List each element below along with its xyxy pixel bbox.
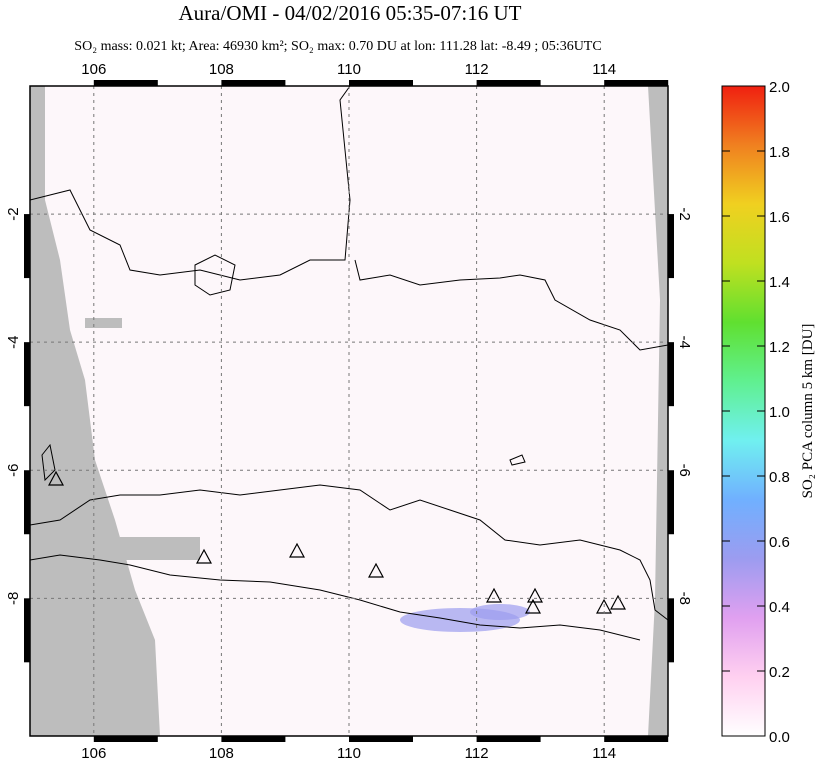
frame-bar bbox=[24, 470, 30, 535]
colorbar-tick-label: 0.6 bbox=[769, 534, 790, 551]
y-tick-label: -8 bbox=[676, 592, 693, 605]
x-tick-label: 110 bbox=[337, 745, 361, 759]
coastline bbox=[30, 86, 668, 351]
frame-bar bbox=[476, 736, 541, 742]
colorbar-tick-label: 1.2 bbox=[769, 339, 790, 356]
frame-bar bbox=[24, 598, 30, 663]
y-tick-label: -4 bbox=[5, 335, 22, 348]
colorbar-tick-label: 2.0 bbox=[769, 79, 790, 96]
colorbar-tick-label: 0.0 bbox=[769, 729, 790, 746]
frame-bar bbox=[24, 342, 30, 407]
frame-bar bbox=[349, 80, 413, 86]
no-data-region bbox=[30, 86, 160, 736]
x-tick-label: 106 bbox=[81, 745, 106, 759]
x-tick-label: 114 bbox=[592, 745, 616, 759]
frame-bar bbox=[668, 470, 674, 535]
coastline bbox=[194, 254, 236, 296]
colorbar-tick-label: 0.4 bbox=[769, 599, 790, 616]
frame-bar bbox=[93, 736, 158, 742]
y-tick-label: -8 bbox=[5, 592, 22, 605]
colorbar-tick-label: 1.8 bbox=[769, 144, 790, 161]
x-tick-label: 114 bbox=[592, 61, 616, 78]
chart-title: Aura/OMI - 04/02/2016 05:35-07:16 UT bbox=[179, 1, 522, 25]
coastline bbox=[30, 484, 668, 641]
x-tick-label: 108 bbox=[209, 61, 234, 78]
x-tick-label: 110 bbox=[337, 61, 361, 78]
map-frame bbox=[29, 85, 669, 737]
y-tick-label: -6 bbox=[676, 464, 693, 477]
x-tick-label: 106 bbox=[81, 61, 106, 78]
no-data-region bbox=[648, 86, 668, 736]
y-tick-label: -2 bbox=[676, 207, 693, 220]
y-tick-label: -4 bbox=[676, 335, 693, 348]
so2-plume bbox=[470, 604, 530, 620]
colorbar-tick-label: 0.2 bbox=[769, 664, 790, 681]
frame-bar bbox=[604, 736, 669, 742]
frame-bar bbox=[604, 80, 669, 86]
x-tick-label: 112 bbox=[465, 61, 489, 78]
x-tick-label: 108 bbox=[209, 745, 234, 759]
frame-bar bbox=[221, 736, 286, 742]
frame-bar bbox=[349, 736, 413, 742]
chart-subtitle: SO₂ mass: 0.021 kt; Area: 46930 km²; SO₂… bbox=[74, 39, 601, 54]
frame-bar bbox=[668, 342, 674, 407]
colorbar-label: SO₂ PCA column 5 km [DU] bbox=[800, 324, 816, 499]
coastline bbox=[41, 443, 526, 482]
frame-bar bbox=[476, 80, 541, 86]
frame-bar bbox=[93, 80, 158, 86]
frame-bar bbox=[221, 80, 286, 86]
colorbar-tick-label: 0.8 bbox=[769, 469, 790, 486]
frame-bar bbox=[24, 214, 30, 279]
y-tick-label: -6 bbox=[5, 464, 22, 477]
x-tick-label: 112 bbox=[465, 745, 489, 759]
frame-bar bbox=[668, 598, 674, 663]
colorbar-tick-label: 1.0 bbox=[769, 404, 790, 421]
frame-bar bbox=[668, 214, 674, 279]
grid bbox=[24, 80, 674, 742]
colorbar-tick-label: 1.4 bbox=[769, 274, 790, 291]
colorbar-tick-label: 1.6 bbox=[769, 209, 790, 226]
y-tick-label: -2 bbox=[5, 207, 22, 220]
